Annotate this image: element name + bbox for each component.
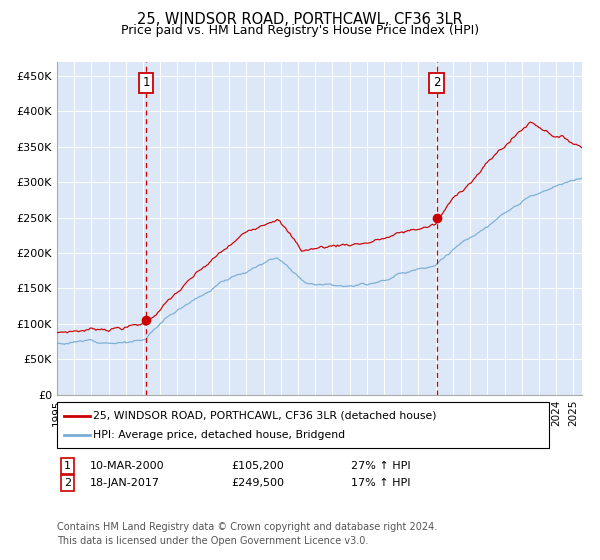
Text: 27% ↑ HPI: 27% ↑ HPI [351, 461, 410, 471]
Text: 25, WINDSOR ROAD, PORTHCAWL, CF36 3LR: 25, WINDSOR ROAD, PORTHCAWL, CF36 3LR [137, 12, 463, 27]
Text: £249,500: £249,500 [231, 478, 284, 488]
Text: 10-MAR-2000: 10-MAR-2000 [90, 461, 164, 471]
Text: Price paid vs. HM Land Registry's House Price Index (HPI): Price paid vs. HM Land Registry's House … [121, 24, 479, 37]
Text: 1: 1 [143, 76, 150, 90]
Text: 2: 2 [433, 76, 440, 90]
Text: HPI: Average price, detached house, Bridgend: HPI: Average price, detached house, Brid… [93, 430, 345, 440]
Text: 17% ↑ HPI: 17% ↑ HPI [351, 478, 410, 488]
Text: 1: 1 [64, 461, 71, 471]
Text: 25, WINDSOR ROAD, PORTHCAWL, CF36 3LR (detached house): 25, WINDSOR ROAD, PORTHCAWL, CF36 3LR (d… [93, 411, 437, 421]
Text: 2: 2 [64, 478, 71, 488]
Text: Contains HM Land Registry data © Crown copyright and database right 2024.
This d: Contains HM Land Registry data © Crown c… [57, 522, 437, 546]
Text: £105,200: £105,200 [231, 461, 284, 471]
Text: 18-JAN-2017: 18-JAN-2017 [90, 478, 160, 488]
